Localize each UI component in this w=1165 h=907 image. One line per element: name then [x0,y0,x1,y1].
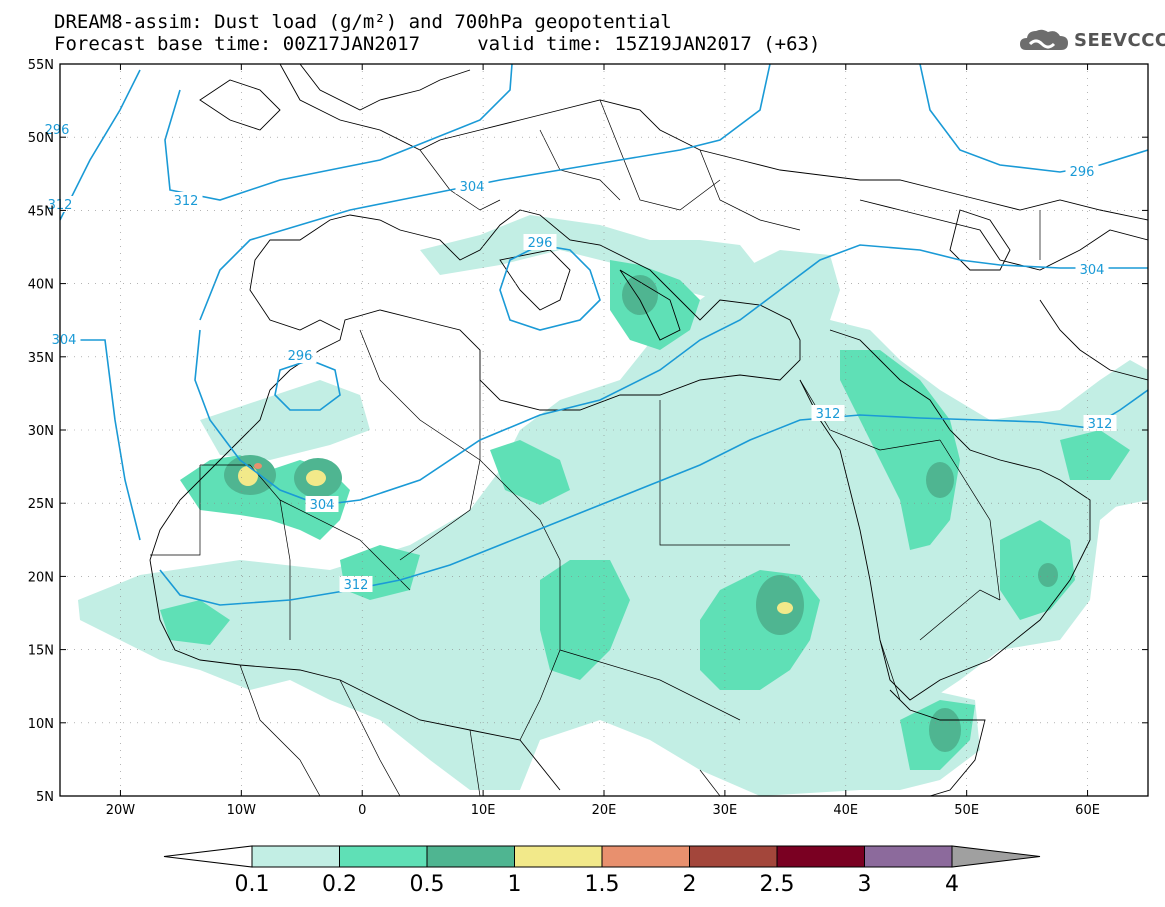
axis-ticks [60,63,1148,797]
contour-label-bg [523,234,557,250]
lon-label: 30E [713,803,738,818]
colorbar-swatch [514,845,603,868]
contour-label-bg [339,576,373,592]
colorbar-swatch [776,845,865,868]
cloud-icon [1020,29,1068,50]
contour-label: 312 [1088,417,1113,432]
country-borders [150,99,1041,796]
lon-label: 40E [833,803,858,818]
contour-label-bg [47,331,81,347]
colorbar-swatch [426,845,515,868]
contour-label: 296 [288,349,313,364]
logo-text: SEEVCCC [1074,30,1165,51]
colorbar-label: 3 [857,872,872,897]
contour-label: 312 [344,578,369,593]
contour-label-bg [305,496,339,512]
contour-label-bg [40,121,74,137]
colorbar-swatch [689,845,778,868]
lon-label: 20W [106,803,136,818]
colorbar-label: 1.5 [584,872,620,897]
contour-label-bg [169,192,203,208]
lon-label: 20E [592,803,617,818]
map-title-line-2: Forecast base time: 00Z17JAN2017 valid t… [54,33,821,55]
lat-label: 55N [28,58,54,73]
lon-label: 10E [471,803,496,818]
contour-label: 312 [174,194,199,209]
colorbar-label: 0.1 [234,872,270,897]
contour-label: 304 [310,498,335,513]
dust-very-high-areas [254,463,262,469]
contour-label: 312 [816,407,841,422]
lat-label: 50N [28,131,54,146]
dust-load-shading [78,215,1148,796]
lon-label: 0 [358,803,366,818]
lat-label: 15N [28,644,54,659]
colorbar-label: 0.5 [409,872,445,897]
seevccc-logo: SEEVCCC [1018,26,1165,56]
colorbar-swatch [251,845,340,868]
contour-label: 296 [1070,165,1095,180]
latitude-labels: 55N 50N 45N 40N 35N 30N 25N 20N 15N 10N 5N [28,58,54,805]
contour-label: 304 [460,180,485,195]
contour-label-bg [1065,163,1099,179]
colorbar-label: 0.2 [322,872,357,897]
contour-label-bg [811,405,845,421]
lat-label: 25N [28,497,54,512]
colorbar-label: 1 [507,872,522,897]
longitude-labels: 20W 10W 0 10E 20E 30E 40E 50E 60E [106,803,1100,818]
contour-labels: 3123042962963043123043122963043123122963… [40,121,1117,593]
contour-label: 296 [528,236,553,251]
lat-label: 45N [28,204,54,219]
colorbar-label: 4 [945,872,959,897]
colorbar-over-triangle [951,845,1041,868]
contour-label-bg [455,178,489,194]
colorbar-swatch [864,845,953,868]
colorbar [163,845,1041,868]
contour-label: 296 [45,123,70,138]
lat-label: 10N [28,717,54,732]
lon-label: 60E [1075,803,1100,818]
contour-label: 304 [52,333,77,348]
gridlines [60,64,1148,796]
contour-label-bg [1075,261,1109,277]
colorbar-swatch [339,845,428,868]
colorbar-under-triangle [163,845,253,868]
lat-label: 35N [28,351,54,366]
lon-label: 50E [954,803,979,818]
dust-high-areas [238,466,793,614]
lat-label: 20N [28,570,54,585]
lon-label: 10W [227,803,257,818]
colorbar-label: 2 [682,872,697,897]
lat-label: 30N [28,424,54,439]
colorbar-swatch [601,845,690,868]
lat-label: 40N [28,278,54,293]
contour-label-bg [1083,415,1117,431]
colorbar-label: 2.5 [759,872,795,897]
map-title-line-1: DREAM8-assim: Dust load (g/m²) and 700hP… [54,11,672,33]
contour-label-bg [283,347,317,363]
contour-label: 304 [1080,263,1105,278]
lat-label: 5N [36,790,54,805]
